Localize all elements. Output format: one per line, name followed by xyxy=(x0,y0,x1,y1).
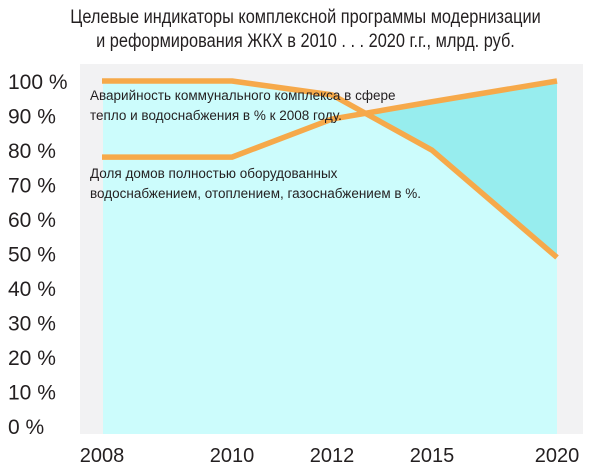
y-tick-label: 40 % xyxy=(8,278,56,301)
x-tick-label: 2010 xyxy=(210,445,255,467)
y-tick-label: 80 % xyxy=(8,140,56,163)
series-annotation-2: водоснабжением, отоплением, газоснабжени… xyxy=(90,186,421,201)
y-tick-label: 10 % xyxy=(8,382,56,405)
y-tick-label: 70 % xyxy=(8,175,56,198)
chart-title: Целевые индикаторы комплексной программы… xyxy=(46,6,565,54)
y-tick-label: 30 % xyxy=(8,313,56,336)
x-tick-label: 2008 xyxy=(80,445,125,467)
y-tick-label: 100 % xyxy=(8,71,68,94)
series-line-1 xyxy=(102,78,559,260)
x-tick-label: 2012 xyxy=(310,445,355,467)
series-line-2 xyxy=(102,78,558,160)
chart-title-line-1: Целевые индикаторы комплексной программы… xyxy=(70,7,541,28)
y-tick-label: 60 % xyxy=(8,209,56,232)
chart-title-line-2: и реформирования ЖКХ в 2010 . . . 2020 г… xyxy=(96,31,515,52)
y-tick-label: 0 % xyxy=(8,416,44,439)
x-tick-label: 2015 xyxy=(410,445,455,467)
y-tick-label: 90 % xyxy=(8,106,56,129)
series-annotation-1: тепло и водоснабжения в % к 2008 году. xyxy=(90,108,342,123)
series-annotation-2: Доля домов полностью оборудованных xyxy=(90,166,338,181)
y-tick-label: 50 % xyxy=(8,244,56,267)
series-annotation-1: Аварийность коммунального комплекса в сф… xyxy=(90,88,395,103)
y-tick-label: 20 % xyxy=(8,347,56,370)
area-fill xyxy=(103,81,557,434)
x-tick-label: 2020 xyxy=(535,445,580,467)
